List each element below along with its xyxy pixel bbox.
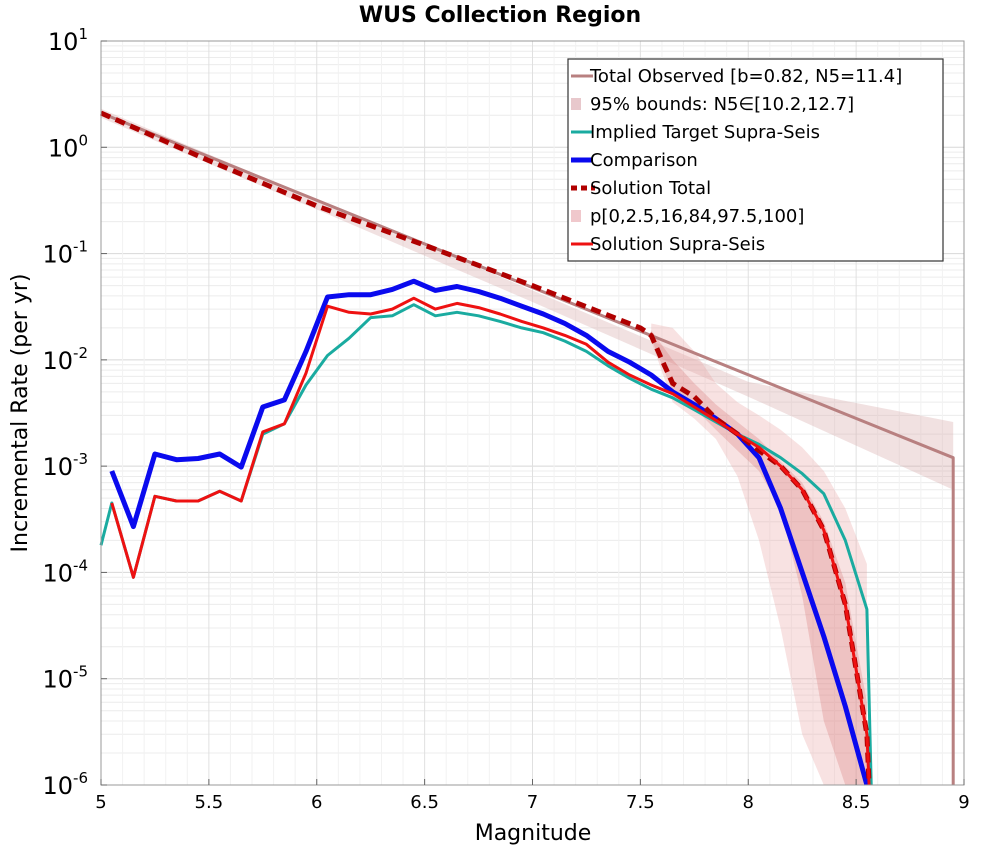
y-tick-label: 10-2: [42, 344, 88, 375]
x-tick-label: 8.5: [842, 792, 871, 813]
series-lines: [99, 110, 955, 786]
x-axis-ticks: 5 5.5 6 6.5 7 7.5 8 8.5 9: [95, 779, 970, 813]
x-tick-label: 8: [743, 792, 754, 813]
x-tick-label: 6: [311, 792, 322, 813]
legend-label: Solution Total: [590, 178, 711, 199]
legend-label: 95% bounds: N5∈[10.2,12.7]: [590, 94, 854, 115]
y-tick-label: 10-5: [42, 663, 88, 694]
y-axis-label: Incremental Rate (per yr): [8, 274, 33, 553]
x-tick-label: 7.5: [626, 792, 655, 813]
y-tick-label: 10-4: [42, 556, 88, 587]
band-p-0-2-5-16-84-97-5-100-: [651, 323, 867, 785]
y-tick-label: 10-6: [42, 769, 88, 800]
y-tick-label: 10-3: [42, 450, 88, 481]
band-p-0-2-5-16-84-97-5-100-inner: [651, 330, 867, 785]
legend-swatch: [571, 98, 581, 110]
x-axis-label: Magnitude: [475, 821, 592, 846]
x-tick-label: 7: [527, 792, 538, 813]
legend-label: p[0,2.5,16,84,97.5,100]: [590, 206, 804, 227]
legend-label: Solution Supra-Seis: [590, 234, 765, 255]
series-solution-supra-seis: [110, 296, 871, 786]
x-tick-label: 6.5: [410, 792, 439, 813]
legend-swatch: [571, 210, 581, 222]
x-tick-label: 5: [95, 792, 106, 813]
legend-label: Comparison: [590, 150, 698, 171]
x-tick-label: 5.5: [195, 792, 224, 813]
legend-label: Implied Target Supra-Seis: [590, 122, 820, 143]
y-axis-ticks: 10-6 10-5 10-4 10-3 10-2 10-1 100 101: [42, 25, 107, 800]
x-tick-label: 9: [958, 792, 969, 813]
legend: Total Observed [b=0.82, N5=11.4] 95% boun…: [567, 58, 944, 262]
legend-box: [567, 58, 944, 262]
legend-label: Total Observed [b=0.82, N5=11.4]: [589, 66, 902, 87]
y-tick-label: 10-1: [42, 238, 88, 269]
y-tick-label: 101: [48, 25, 88, 56]
y-tick-label: 100: [48, 131, 88, 162]
series-total-observed-b-0-82-n5-11-4-: [100, 111, 955, 785]
chart-title: WUS Collection Region: [359, 3, 641, 28]
